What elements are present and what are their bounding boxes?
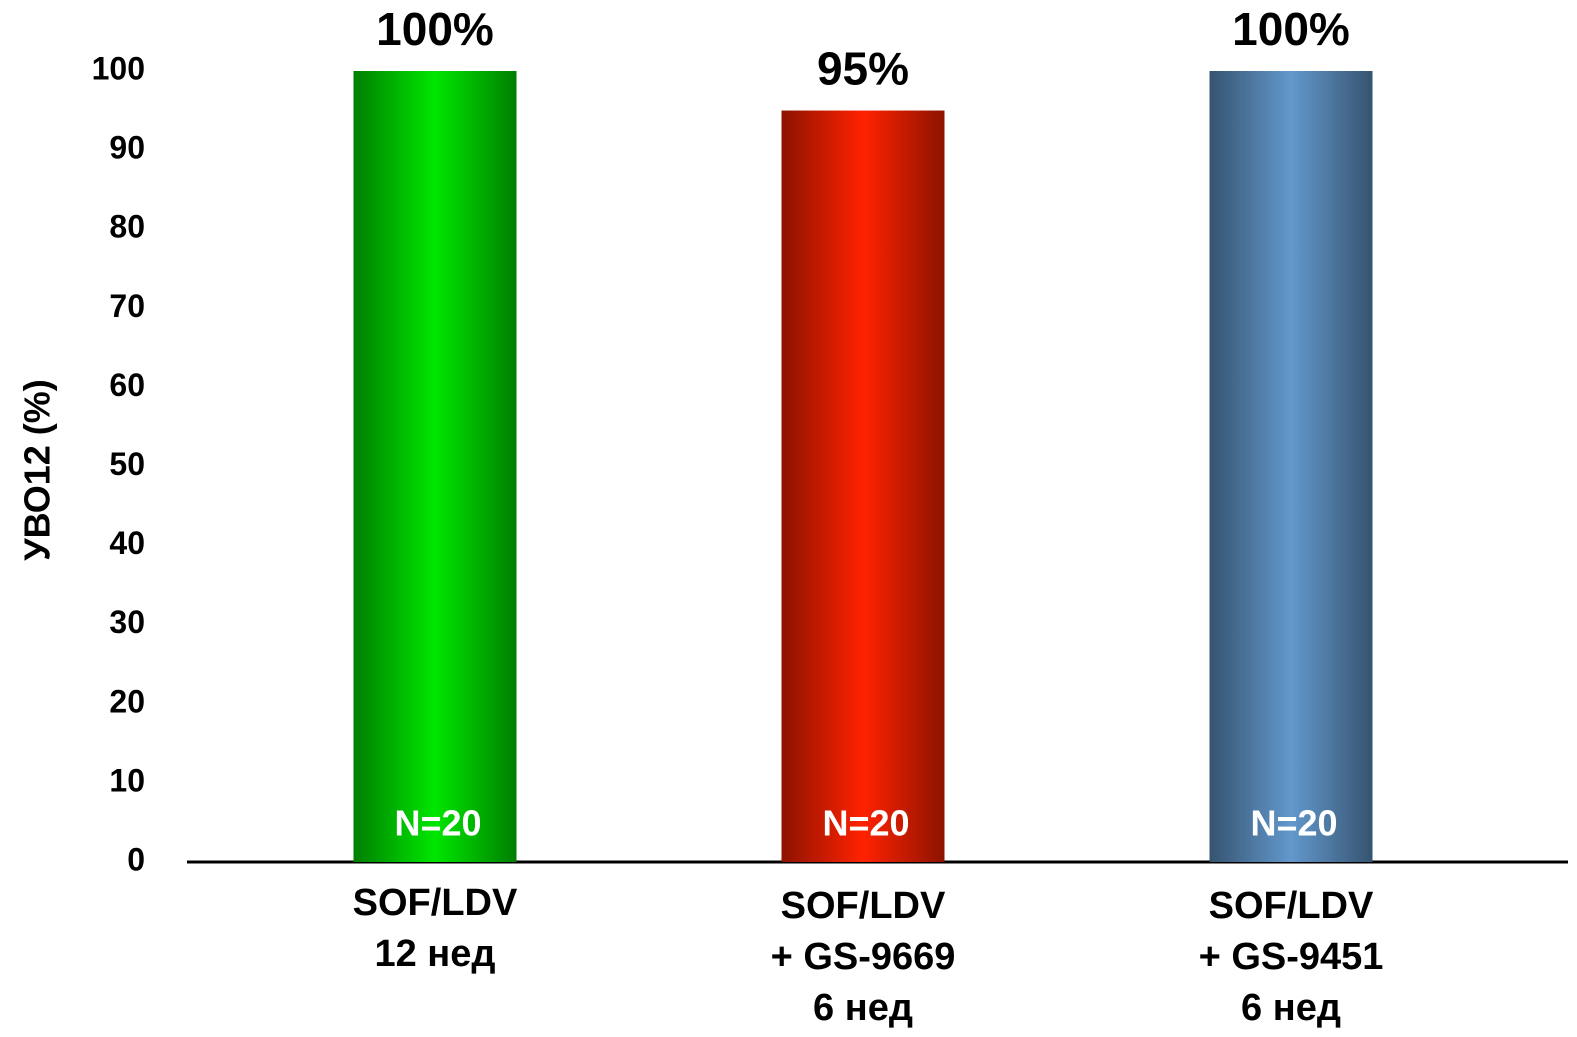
- bar-note: N=20: [394, 803, 481, 844]
- y-tick-label: 10: [109, 762, 145, 798]
- value-label: 100%: [376, 3, 494, 55]
- x-tick-label: SOF/LDV + GS-9451 6 нед: [1198, 885, 1384, 1029]
- y-axis-label: УВО12 (%): [17, 379, 58, 561]
- y-tick-label: 70: [109, 288, 145, 324]
- value-label: 100%: [1232, 3, 1350, 55]
- y-tick-label: 100: [92, 50, 145, 86]
- x-tick-label: SOF/LDV 12 нед: [352, 882, 518, 975]
- y-tick-label: 40: [109, 525, 145, 561]
- y-tick-label: 90: [109, 130, 145, 166]
- y-tick-label: 30: [109, 604, 145, 640]
- bar-shade: [781, 110, 945, 863]
- bar-note: N=20: [1250, 803, 1337, 844]
- bar-shade: [353, 71, 517, 862]
- y-tick-label: 0: [127, 841, 145, 877]
- bar-shade: [1209, 71, 1373, 862]
- y-tick-label: 50: [109, 446, 145, 482]
- y-tick-label: 20: [109, 683, 145, 719]
- bar-note: N=20: [822, 803, 909, 844]
- y-tick-label: 60: [109, 367, 145, 403]
- value-label: 95%: [817, 43, 909, 95]
- x-tick-label: SOF/LDV + GS-9669 6 нед: [770, 885, 956, 1029]
- y-tick-label: 80: [109, 209, 145, 245]
